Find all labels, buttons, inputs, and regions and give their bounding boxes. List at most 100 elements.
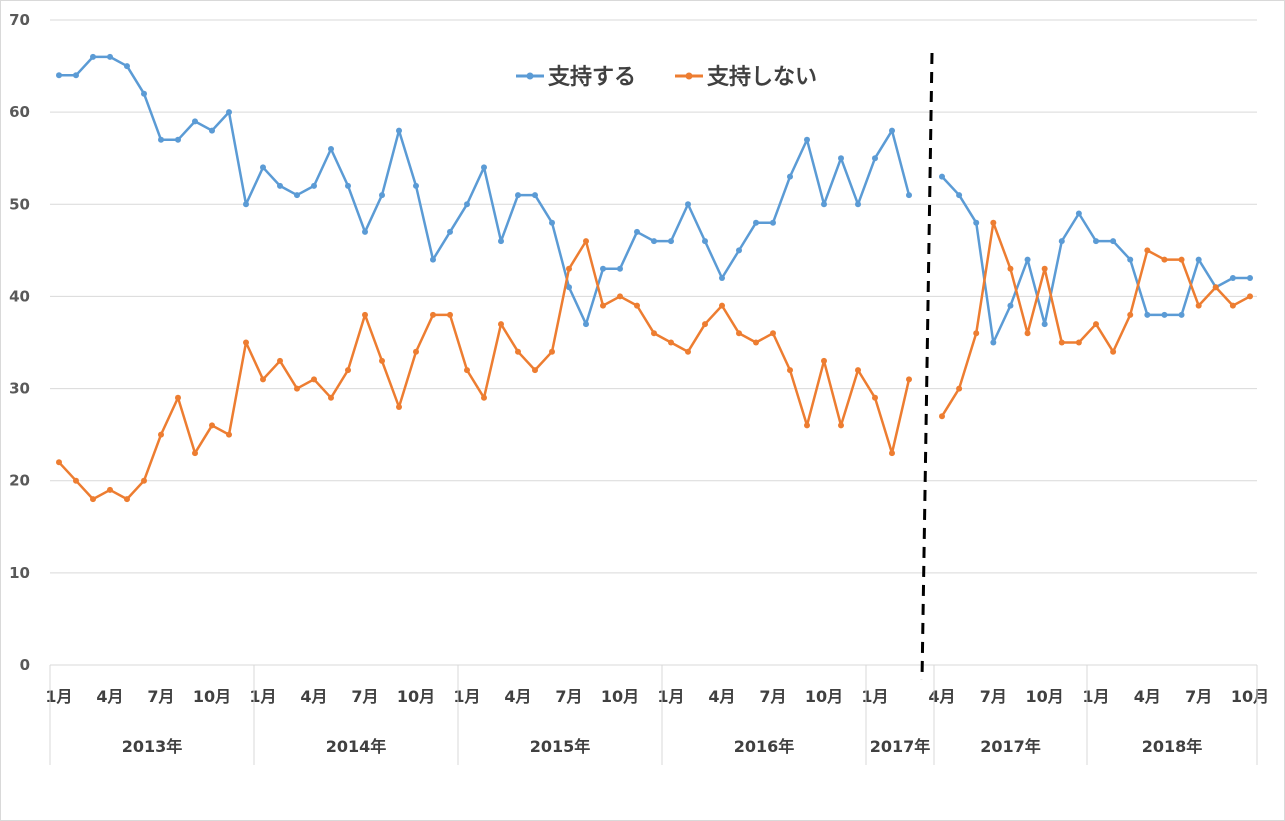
data-point-oppose [141,477,147,484]
x-tick-label: 1月 [453,687,480,706]
data-point-oppose [651,330,657,337]
data-point-oppose [617,293,623,300]
data-point-oppose [1110,348,1117,355]
data-point-oppose [56,459,62,466]
x-tick-label: 7月 [555,687,582,706]
data-point-support [804,136,810,143]
x-tick-label: 1月 [45,687,72,706]
data-point-support [956,192,963,199]
data-point-oppose [821,357,827,364]
x-tick-label: 7月 [759,687,786,706]
period-divider-line [920,52,934,681]
data-point-support [872,155,878,162]
data-point-oppose [124,496,130,503]
data-point-support [192,118,198,125]
data-point-support [260,164,266,171]
data-point-oppose [1247,293,1253,300]
x-tick-label: 10月 [1026,687,1064,706]
data-point-oppose [1195,302,1202,309]
year-label: 2018年 [1142,737,1203,756]
data-point-support [56,72,62,79]
x-tick-label: 4月 [928,687,955,706]
y-tick-label-40: 40 [9,287,30,305]
data-point-support [600,265,606,272]
y-tick-label-60: 60 [9,103,30,121]
data-point-oppose [753,339,759,346]
data-point-oppose [1144,247,1151,254]
data-point-oppose [243,339,249,346]
data-point-oppose [906,376,912,383]
data-point-support [1229,275,1236,281]
data-point-oppose [1041,265,1048,272]
data-point-oppose [702,321,708,328]
x-tick-label: 4月 [504,687,531,706]
legend-marker-oppose [685,72,693,80]
data-point-oppose [889,450,895,457]
data-point-oppose [515,348,521,355]
data-point-support [345,182,351,189]
gridlines [50,19,1257,666]
x-tick-label: 10月 [397,687,435,706]
data-point-oppose [1058,339,1065,346]
x-tick-label: 4月 [300,687,327,706]
data-point-oppose [498,321,504,328]
data-point-oppose [396,404,402,410]
data-point-oppose [328,394,334,401]
data-point-oppose [600,302,606,309]
x-tick-label: 10月 [601,687,639,706]
data-point-oppose [311,376,317,383]
data-point-support [413,182,419,189]
data-point-oppose [294,385,300,392]
data-point-oppose [362,311,368,318]
data-point-support [651,238,657,245]
data-point-support [379,192,385,199]
data-point-oppose [855,367,861,374]
data-point-support [107,53,113,60]
data-point-support [1110,238,1117,245]
data-point-oppose [973,330,980,337]
data-point-oppose [209,422,215,429]
legend: 支持する 支持しない [516,65,817,90]
data-point-support [498,238,504,245]
y-tick-label-0: 0 [20,656,30,674]
data-point-oppose [481,394,487,401]
data-point-oppose [787,367,793,374]
data-point-support [158,136,164,143]
data-point-support [821,201,827,208]
data-point-support [277,182,283,189]
x-tick-label: 1月 [1082,687,1109,706]
data-point-oppose [226,431,232,438]
data-point-support [226,109,232,116]
data-point-oppose [990,219,997,226]
data-point-support [583,321,589,328]
data-point-oppose [634,302,640,309]
data-point-oppose [1161,256,1168,263]
data-point-oppose [1127,311,1134,318]
data-point-oppose [668,339,674,346]
data-point-support [617,265,623,272]
data-point-support [736,247,742,254]
data-point-support [362,228,368,235]
y-tick-label-30: 30 [9,380,30,398]
data-point-oppose [260,376,266,383]
data-point-oppose [770,330,776,337]
x-tick-label: 4月 [1134,687,1161,706]
data-point-support [787,173,793,180]
data-point-support [311,182,317,189]
data-point-support [209,127,215,134]
x-axis: 1月 4月 7月 10月 1月 4月 7月 10月 1月 4月 7月 10月 1月 4月 7月 10月 1月 4月… [45,665,1269,765]
data-point-support [1161,311,1168,318]
x-tick-label: 10月 [805,687,843,706]
data-point-support [566,284,572,291]
data-point-support [1195,256,1202,263]
data-point-support [838,155,844,162]
data-point-support [1127,256,1134,263]
x-tick-label: 7月 [147,687,174,706]
year-label: 2014年 [326,737,387,756]
year-label: 2017年 [870,737,931,756]
data-point-support [294,192,300,199]
y-tick-label-10: 10 [9,564,30,582]
x-tick-label: 1月 [249,687,276,706]
data-point-oppose [583,238,589,245]
